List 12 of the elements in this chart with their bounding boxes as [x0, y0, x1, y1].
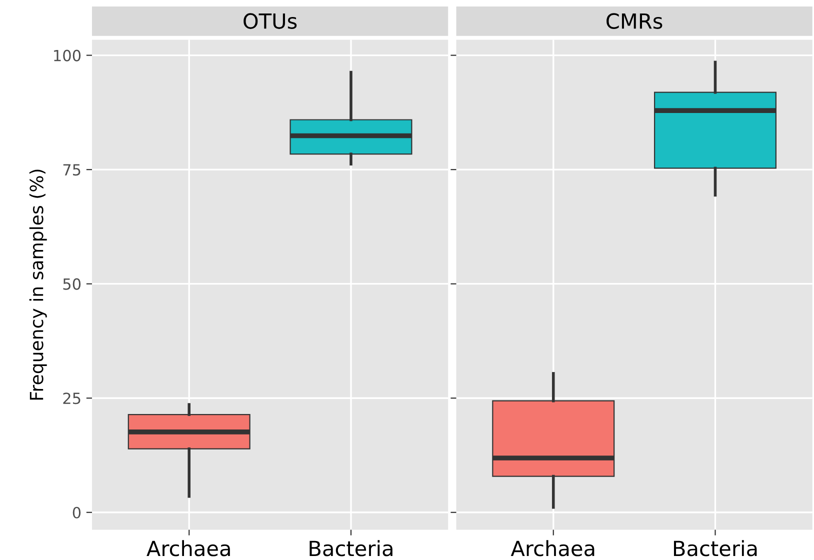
x-tick-label: Archaea: [146, 540, 230, 556]
y-tick-label: 100: [54, 50, 81, 62]
x-tick-label: Bacteria: [310, 540, 392, 556]
y-tick-label: 25: [63, 392, 80, 404]
y-axis-title: Frequency in samples (%): [29, 170, 47, 400]
chart-title: CMRs: [606, 13, 662, 29]
x-tick-label: Bacteria: [674, 540, 757, 556]
y-tick-label: 50: [63, 278, 81, 290]
y-tick-label: 0: [72, 506, 81, 518]
x-tick-label: Archaea: [510, 540, 594, 556]
y-tick-label: 75: [63, 164, 80, 176]
chart-title: OTUs: [244, 13, 297, 29]
